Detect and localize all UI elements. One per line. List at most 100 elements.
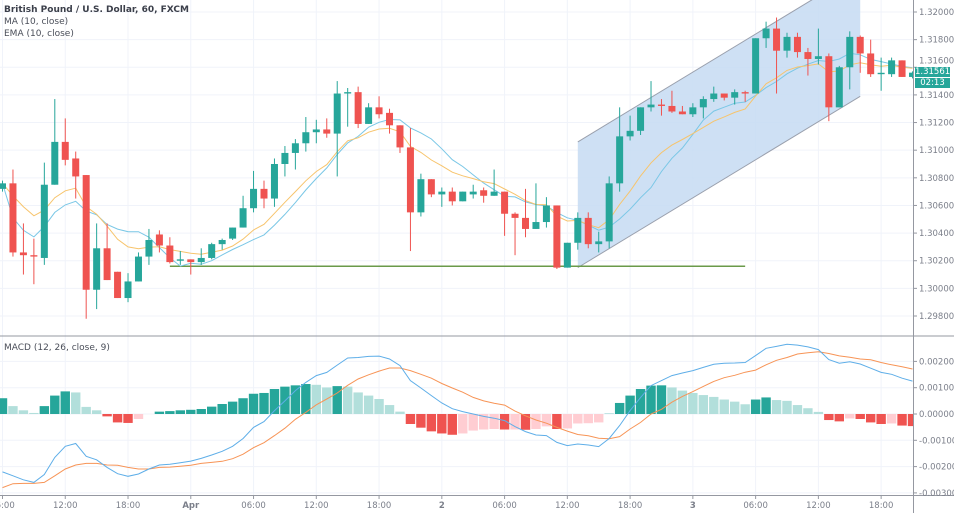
time-tick-label: 12:00 — [806, 501, 831, 511]
macd-histogram-bar — [112, 414, 123, 423]
time-tick-label: 12:00 — [304, 501, 329, 511]
candle-body — [145, 239, 153, 257]
candle-body — [187, 259, 195, 263]
candle-body — [93, 248, 101, 290]
candle — [155, 230, 163, 253]
macd-histogram-bar — [698, 395, 709, 414]
price-axis[interactable]: 1.32000 1.31800 1.31600 1.31400 1.31200 1.310… — [913, 8, 954, 322]
candle-body — [396, 125, 404, 148]
macd-histogram-bar — [688, 392, 698, 414]
macd-histogram-bar — [719, 399, 729, 414]
candle — [480, 187, 488, 203]
candle — [218, 238, 226, 250]
candle — [365, 103, 373, 124]
candle-body — [40, 184, 48, 258]
candle-body — [386, 112, 394, 126]
candle-body — [134, 256, 142, 282]
macd-histogram-bar — [845, 414, 855, 419]
candle — [61, 118, 69, 166]
candle — [783, 32, 791, 58]
candle — [699, 96, 707, 119]
candle-body — [741, 92, 749, 94]
macd-histogram-bar — [510, 414, 520, 430]
macd-histogram-bar — [531, 414, 541, 429]
candle — [846, 31, 854, 90]
macd-tick-label: 0.00100 — [919, 384, 954, 394]
time-axis[interactable]: 06:00 12:00 18:00 Apr 06:00 12:00 18:00 2 06:00 1… — [0, 495, 893, 511]
candle — [344, 87, 352, 127]
candle — [396, 125, 404, 153]
macd-histogram-bar — [269, 389, 280, 414]
candle-body — [281, 152, 289, 164]
symbol-title[interactable]: British Pound / U.S. Dollar, 60, FXCM — [4, 5, 189, 15]
macd-histogram-bar — [71, 392, 81, 414]
macd-histogram-bar — [8, 406, 18, 414]
candle-body — [731, 92, 739, 98]
macd-histogram-bar — [186, 409, 196, 414]
price-tick-label: 1.31000 — [919, 146, 954, 156]
macd-histogram-bar — [196, 409, 206, 414]
candle-body — [689, 107, 697, 115]
candle — [856, 35, 864, 73]
candle — [490, 169, 498, 196]
macd-histogram-bar — [332, 386, 342, 414]
macd-histogram-bar — [656, 385, 667, 414]
candle — [386, 108, 394, 134]
candle-body — [783, 36, 791, 51]
time-tick-label: 18:00 — [869, 501, 894, 511]
parallel-channel[interactable] — [577, 0, 861, 269]
candle-body — [616, 136, 624, 184]
macd-tick-label: 0.00200 — [919, 357, 954, 367]
candle-body — [678, 111, 686, 115]
candle — [40, 162, 48, 265]
candle — [647, 81, 655, 112]
macd-histogram-bar — [353, 392, 363, 414]
channel-fill — [577, 0, 861, 268]
macd-histogram-bar — [771, 400, 782, 414]
candle — [804, 47, 812, 76]
macd-histogram-bar — [834, 414, 844, 422]
candle — [522, 188, 529, 238]
macd-histogram-bar — [81, 406, 91, 414]
candle — [187, 259, 195, 275]
candle — [375, 96, 383, 119]
candle — [584, 212, 592, 249]
ma-indicator-label[interactable]: MA (10, close) — [4, 17, 69, 27]
macd-histogram-bar — [238, 398, 248, 414]
price-tick-label: 1.29800 — [919, 312, 954, 322]
candle-body — [835, 67, 843, 108]
macd-indicator-label[interactable]: MACD (12, 26, close, 9) — [4, 343, 110, 353]
macd-histogram-bar — [217, 404, 227, 414]
candle-body — [856, 36, 864, 54]
macd-histogram-bar — [803, 408, 813, 414]
candle-body — [553, 205, 561, 268]
candle — [250, 170, 258, 213]
ema-indicator-label[interactable]: EMA (10, close) — [4, 29, 74, 39]
ma-line — [2, 52, 913, 267]
macd-histogram-bar — [583, 414, 593, 424]
time-tick-label: 12:00 — [555, 501, 580, 511]
macd-histogram-bar — [363, 395, 374, 414]
candle-body — [82, 175, 90, 290]
macd-histogram-bar — [133, 414, 144, 419]
chart-legend: British Pound / U.S. Dollar, 60, FXCM MA… — [4, 4, 189, 40]
macd-lines — [2, 343, 913, 489]
macd-histogram-bar — [907, 414, 913, 427]
candle — [616, 107, 624, 192]
macd-legend: MACD (12, 26, close, 9) — [4, 342, 110, 354]
candle — [145, 228, 153, 265]
price-tick-label: 1.30400 — [919, 229, 954, 239]
candle-body — [114, 271, 122, 299]
candle — [626, 115, 634, 141]
candle — [239, 195, 247, 228]
last-price-label: 1.31561 — [915, 67, 951, 77]
macd-histogram-bar — [562, 414, 573, 429]
candle-body — [469, 191, 477, 195]
bar-countdown-label: 02:13 — [915, 77, 950, 88]
macd-histogram-bar — [855, 414, 865, 419]
macd-axis[interactable]: 0.00200 0.00100 0.00000 -0.00100 -0.00200 -0.… — [913, 357, 954, 499]
macd-histogram-bar — [91, 410, 102, 414]
candle-body — [208, 244, 216, 258]
macd-histogram-bar — [782, 400, 792, 414]
